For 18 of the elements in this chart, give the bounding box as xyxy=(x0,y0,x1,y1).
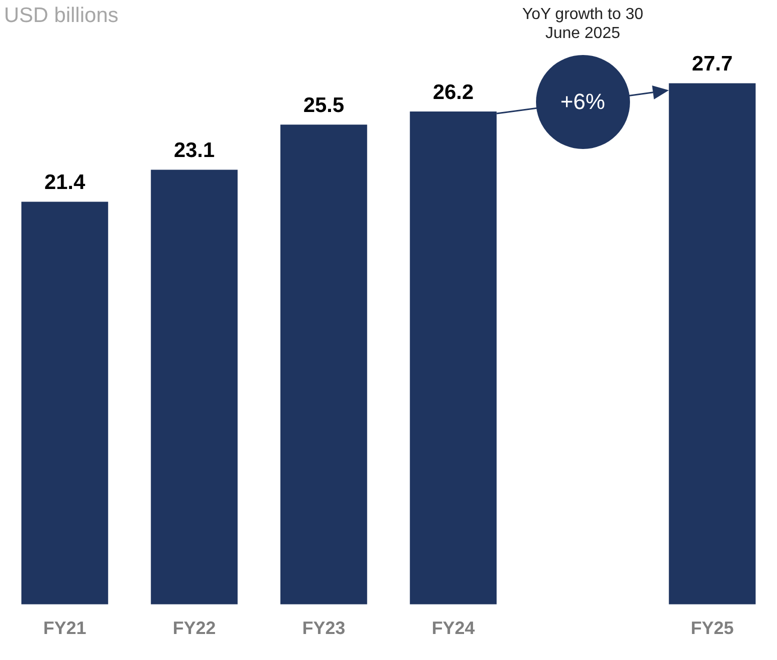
data-label: 23.1 xyxy=(174,139,216,162)
bar xyxy=(280,124,368,604)
x-tick-label: FY24 xyxy=(432,618,475,638)
x-tick-label: FY22 xyxy=(172,618,216,638)
circle-badge: +6% xyxy=(536,54,630,149)
x-tick-label: FY25 xyxy=(690,618,734,638)
x-tick-label: FY21 xyxy=(43,618,86,638)
text: YoY growth to 30 June 2025 xyxy=(521,4,644,43)
data-label: 25.5 xyxy=(303,94,345,117)
bar xyxy=(668,83,756,604)
data-label: 27.7 xyxy=(692,52,733,76)
bar xyxy=(410,111,497,604)
bar xyxy=(150,170,238,604)
x-tick-label: FY23 xyxy=(302,618,346,638)
data-label: 26.2 xyxy=(432,80,474,104)
chart-title: USD billions xyxy=(4,4,118,28)
data-label: 21.4 xyxy=(44,171,86,194)
bar xyxy=(21,202,108,604)
